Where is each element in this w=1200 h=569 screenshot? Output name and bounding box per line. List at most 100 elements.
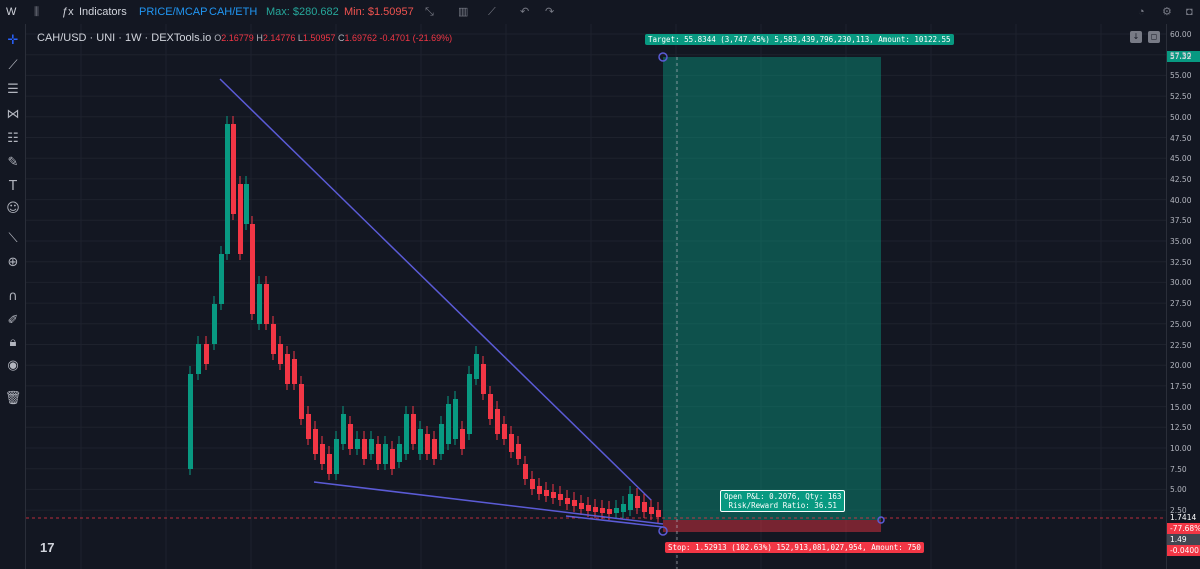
price-axis[interactable]: 57.32 1.7414 -77.68% 1.49 -0.0400 60.00 5…	[1166, 24, 1200, 569]
candle	[348, 424, 353, 449]
undo-icon[interactable]: ↶	[520, 6, 530, 18]
candle	[453, 399, 458, 439]
candles	[188, 116, 661, 523]
text-icon[interactable]: T	[9, 179, 17, 194]
candles-icon[interactable]: ⫼	[34, 6, 40, 18]
axis-tick: 42.50	[1170, 174, 1192, 184]
trend-line-icon[interactable]: ⟋	[8, 58, 18, 73]
chart-pane[interactable]	[26, 24, 1166, 569]
candle	[509, 434, 514, 452]
candle	[390, 449, 395, 469]
axis-tick: 30.00	[1170, 278, 1192, 288]
lower-trend-line-2[interactable]	[565, 515, 664, 528]
candle	[285, 354, 290, 384]
ruler-icon[interactable]: ⟍	[8, 231, 18, 246]
candle	[516, 444, 521, 459]
candle	[320, 444, 325, 464]
candle	[593, 507, 598, 512]
axis-tick: 60.00	[1170, 30, 1192, 39]
fib-icon[interactable]: ☷	[7, 131, 19, 146]
alert-icon[interactable]: ◔	[1138, 6, 1145, 18]
brush-icon[interactable]: ✎	[7, 155, 19, 170]
top-toolbar: W ⫼ ƒx Indicators PRICE/MCAP CAH/ETH Max…	[0, 0, 1200, 24]
axis-tick: 15.00	[1170, 402, 1192, 412]
tradingview-logo[interactable]: 17	[40, 540, 55, 555]
fx-icon[interactable]: ƒx	[62, 6, 74, 18]
max-price: Max: $280.682	[266, 6, 339, 18]
target-handle[interactable]	[658, 52, 668, 62]
candle	[292, 359, 297, 384]
candle	[219, 254, 224, 304]
candle	[495, 409, 500, 434]
lock-icon[interactable]: 🔒︎	[9, 335, 17, 350]
chart-canvas[interactable]	[26, 24, 1166, 569]
candle	[537, 486, 542, 494]
download-icon[interactable]: ↓	[1130, 31, 1142, 43]
axis-tick: 17.50	[1170, 381, 1192, 391]
trash-icon[interactable]: 🗑︎	[4, 391, 22, 406]
interval-button[interactable]: W	[6, 6, 17, 18]
lower-trend-line[interactable]	[313, 481, 664, 525]
candle	[572, 500, 577, 506]
pattern-icon[interactable]: ⋈	[6, 107, 20, 122]
pnl-box: Open P&L: 0.2076, Qty: 163 Risk/Reward R…	[720, 490, 846, 512]
candle	[418, 429, 423, 454]
gear-icon[interactable]: ⚙	[1162, 6, 1172, 18]
axis-tick: 35.00	[1170, 237, 1192, 246]
price-mcap-toggle[interactable]: PRICE/MCAP	[139, 6, 208, 18]
camera-icon[interactable]: ◘	[1186, 6, 1193, 18]
line-chart-icon[interactable]: ⟋	[488, 6, 496, 18]
candle	[306, 414, 311, 439]
candle	[355, 439, 360, 449]
axis-tick: 27.50	[1170, 299, 1192, 309]
axis-tick: 22.50	[1170, 340, 1192, 350]
candle	[649, 507, 654, 514]
candle	[238, 184, 243, 254]
candle	[404, 414, 409, 454]
magnet-icon[interactable]: ∩	[8, 289, 18, 304]
axis-tick: 32.50	[1170, 257, 1192, 267]
candle	[257, 284, 262, 324]
eye-icon[interactable]: ◉	[7, 358, 19, 373]
candle	[628, 494, 633, 510]
profit-zone[interactable]	[663, 57, 881, 520]
candle	[488, 394, 493, 419]
candle	[642, 502, 647, 512]
candle	[446, 404, 451, 444]
candle	[383, 444, 388, 464]
crosshair-icon[interactable]: ✛	[7, 33, 19, 48]
candle	[313, 429, 318, 454]
candle	[212, 304, 217, 344]
candle	[656, 510, 661, 517]
candle	[231, 124, 236, 214]
width-handle[interactable]	[877, 516, 885, 524]
lock-drawing-icon[interactable]: ✐	[7, 313, 19, 328]
candle	[341, 414, 346, 444]
candle	[565, 498, 570, 504]
axis-tick: 20.00	[1170, 361, 1192, 371]
emoji-icon[interactable]: ☺	[6, 201, 20, 216]
candle	[614, 508, 619, 513]
chart-legend: CAH/USD · UNI · 1W · DEXTools.io O2.1677…	[37, 32, 452, 44]
zoom-icon[interactable]: ⊕	[7, 255, 19, 270]
collapse-icon[interactable]: ⤡	[425, 6, 434, 18]
symbol-label[interactable]: CAH/USD · UNI · 1W · DEXTools.io	[37, 32, 212, 44]
redo-icon[interactable]: ↷	[545, 6, 555, 18]
candle	[376, 444, 381, 464]
loss-zone[interactable]	[663, 520, 881, 532]
candle	[204, 344, 209, 364]
indicators-button[interactable]: Indicators	[79, 6, 127, 18]
upper-trend-line[interactable]	[219, 78, 652, 501]
axis-tick: 37.50	[1170, 216, 1192, 226]
bar-chart-icon[interactable]: ▥	[458, 6, 469, 18]
candle	[327, 454, 332, 474]
axis-tick: 57.50	[1170, 50, 1192, 60]
candle	[579, 503, 584, 509]
candle	[411, 414, 416, 444]
fullscreen-icon[interactable]: ◻	[1148, 31, 1160, 43]
candle	[196, 344, 201, 374]
horizontal-lines-icon[interactable]: ☰	[7, 82, 19, 97]
cah-eth-toggle[interactable]: CAH/ETH	[209, 6, 258, 18]
neg-value-tag: -0.0400	[1167, 545, 1200, 556]
candle	[299, 384, 304, 419]
